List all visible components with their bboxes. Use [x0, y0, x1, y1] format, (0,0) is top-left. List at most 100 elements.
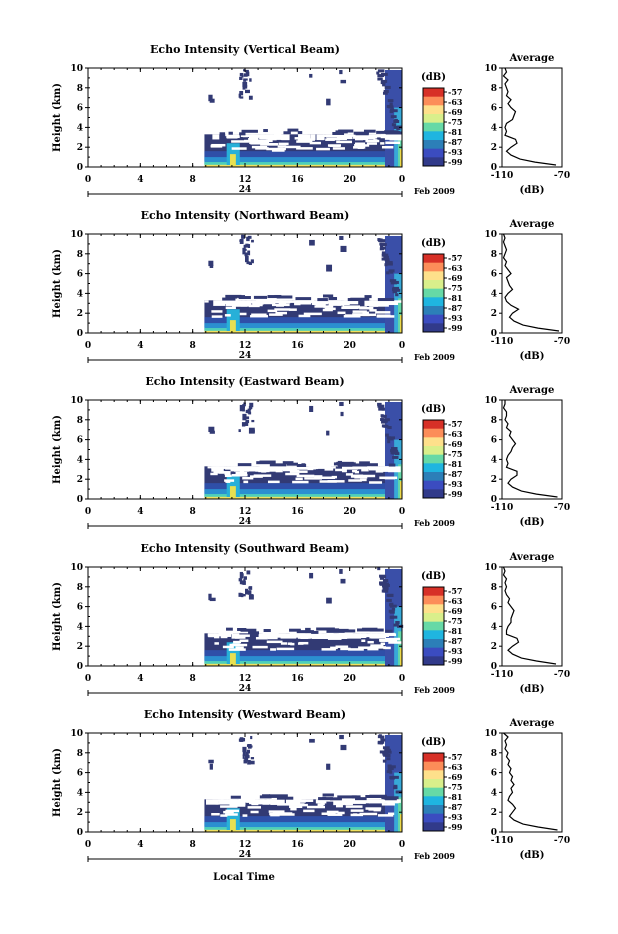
- heatmap-cell: [340, 411, 344, 417]
- x-tick-label: 8: [190, 674, 196, 684]
- heatmap-cell: [314, 305, 325, 308]
- colorbar-swatch: [423, 131, 444, 141]
- heatmap-cell: [247, 760, 251, 765]
- heatmap-cell: [357, 146, 364, 149]
- x-tick-label: 0: [399, 840, 405, 850]
- y-axis-label: Height (km): [52, 83, 63, 152]
- heatmap-cell: [254, 139, 273, 143]
- colorbar-tick-label: -69: [448, 772, 463, 782]
- heatmap-cell: [243, 480, 249, 484]
- heatmap-cell: [296, 140, 313, 143]
- heatmap-cell: [242, 751, 246, 756]
- heatmap-cell: [389, 102, 393, 106]
- heatmap-cell: [204, 663, 397, 666]
- heatmap-cell: [245, 69, 249, 73]
- heatmap-cell: [377, 298, 395, 302]
- profile-y-tick-label: 6: [491, 603, 497, 613]
- heatmap-cell: [239, 580, 244, 585]
- profile-frame: [501, 233, 563, 334]
- colorbar-tick-label: -57: [448, 419, 462, 429]
- heatmap-cell: [304, 477, 322, 480]
- heatmap-cell: [382, 586, 389, 590]
- heatmap-cell: [380, 134, 390, 139]
- heatmap-cell: [248, 631, 260, 635]
- heatmap-cell: [340, 647, 351, 651]
- profile-y-tick-label: 0: [491, 828, 497, 838]
- heatmap-cell: [379, 576, 385, 580]
- heatmap-cell: [303, 312, 322, 316]
- colorbar-swatch: [423, 428, 444, 438]
- heatmap-cell: [270, 813, 280, 817]
- heatmap-cell: [209, 763, 213, 770]
- heatmap-cell: [256, 461, 275, 465]
- heatmap-cell: [247, 250, 251, 256]
- heatmap-cell: [271, 149, 285, 152]
- colorbar-tick-label: -75: [448, 449, 462, 459]
- heatmap-cell: [251, 145, 268, 149]
- x-tick-label: 12: [239, 341, 252, 351]
- heatmap-cell: [390, 436, 396, 440]
- y-tick-label: 8: [77, 583, 83, 593]
- heatmap-cell: [238, 93, 242, 98]
- heatmap-cell: [229, 154, 236, 167]
- day-label: 24: [239, 351, 252, 361]
- heatmap-cell: [371, 633, 386, 639]
- heatmap-cell: [293, 633, 304, 638]
- x-tick-label: 8: [190, 840, 196, 850]
- colorbar-swatch: [423, 96, 444, 106]
- y-tick-label: 8: [77, 416, 83, 426]
- heatmap-cell: [295, 477, 303, 481]
- y-tick-label: 10: [70, 729, 83, 739]
- heatmap-cell: [266, 799, 272, 802]
- heatmap-cell: [326, 98, 331, 106]
- heatmap-cell: [267, 143, 279, 146]
- heatmap-cell: [248, 262, 252, 265]
- heatmap-cell: [376, 71, 380, 75]
- profile-line: [502, 233, 560, 332]
- heatmap-cell: [312, 300, 325, 306]
- heatmap-cell: [241, 74, 244, 78]
- profile-y-tick-label: 4: [491, 788, 497, 798]
- heatmap-cell: [391, 109, 398, 113]
- colorbar-swatch: [423, 288, 444, 298]
- heatmap-cell: [276, 796, 294, 800]
- heatmap-cell: [383, 253, 389, 257]
- heatmap-cell: [206, 799, 219, 805]
- heatmap-cell: [239, 312, 247, 316]
- heatmap-cell: [380, 142, 385, 145]
- heatmap-cell: [311, 630, 319, 634]
- x-tick-label: 20: [343, 507, 356, 517]
- heatmap-cell: [326, 137, 341, 141]
- y-tick-label: 6: [77, 436, 83, 446]
- y-axis-label: Height (km): [52, 249, 63, 318]
- heatmap-cell: [248, 406, 253, 410]
- heatmap-cell: [369, 646, 386, 649]
- heatmap-cell: [326, 763, 331, 770]
- heatmap-cell: [382, 579, 389, 583]
- heatmap-cell: [375, 311, 391, 314]
- x-tick-label: 0: [399, 175, 405, 185]
- heatmap-cell: [213, 300, 226, 306]
- heatmap-cell: [315, 633, 323, 638]
- heatmap-cell: [326, 629, 345, 633]
- heatmap-cell: [220, 799, 232, 804]
- heatmap-cell: [282, 466, 298, 472]
- colorbar-unit: (dB): [421, 571, 446, 582]
- panel-title: Echo Intensity (Northward Beam): [141, 209, 350, 222]
- heatmap-cell: [241, 594, 246, 597]
- heatmap-cell: [276, 295, 293, 299]
- profile-frame: [501, 399, 563, 500]
- x-tick-label: 8: [190, 175, 196, 185]
- heatmap-cell: [390, 449, 394, 453]
- colorbar-swatch: [423, 306, 444, 316]
- heatmap-cell: [382, 83, 386, 87]
- heatmap-cell: [297, 131, 303, 135]
- heatmap-cell: [247, 408, 251, 412]
- y-tick-label: 2: [77, 143, 83, 153]
- heatmap-cell: [285, 145, 301, 149]
- heatmap-cell: [243, 73, 248, 77]
- x-tick-label: 0: [399, 341, 405, 351]
- heatmap-cell: [224, 474, 232, 478]
- heatmap-cell: [253, 295, 268, 299]
- heatmap-cell: [251, 799, 259, 806]
